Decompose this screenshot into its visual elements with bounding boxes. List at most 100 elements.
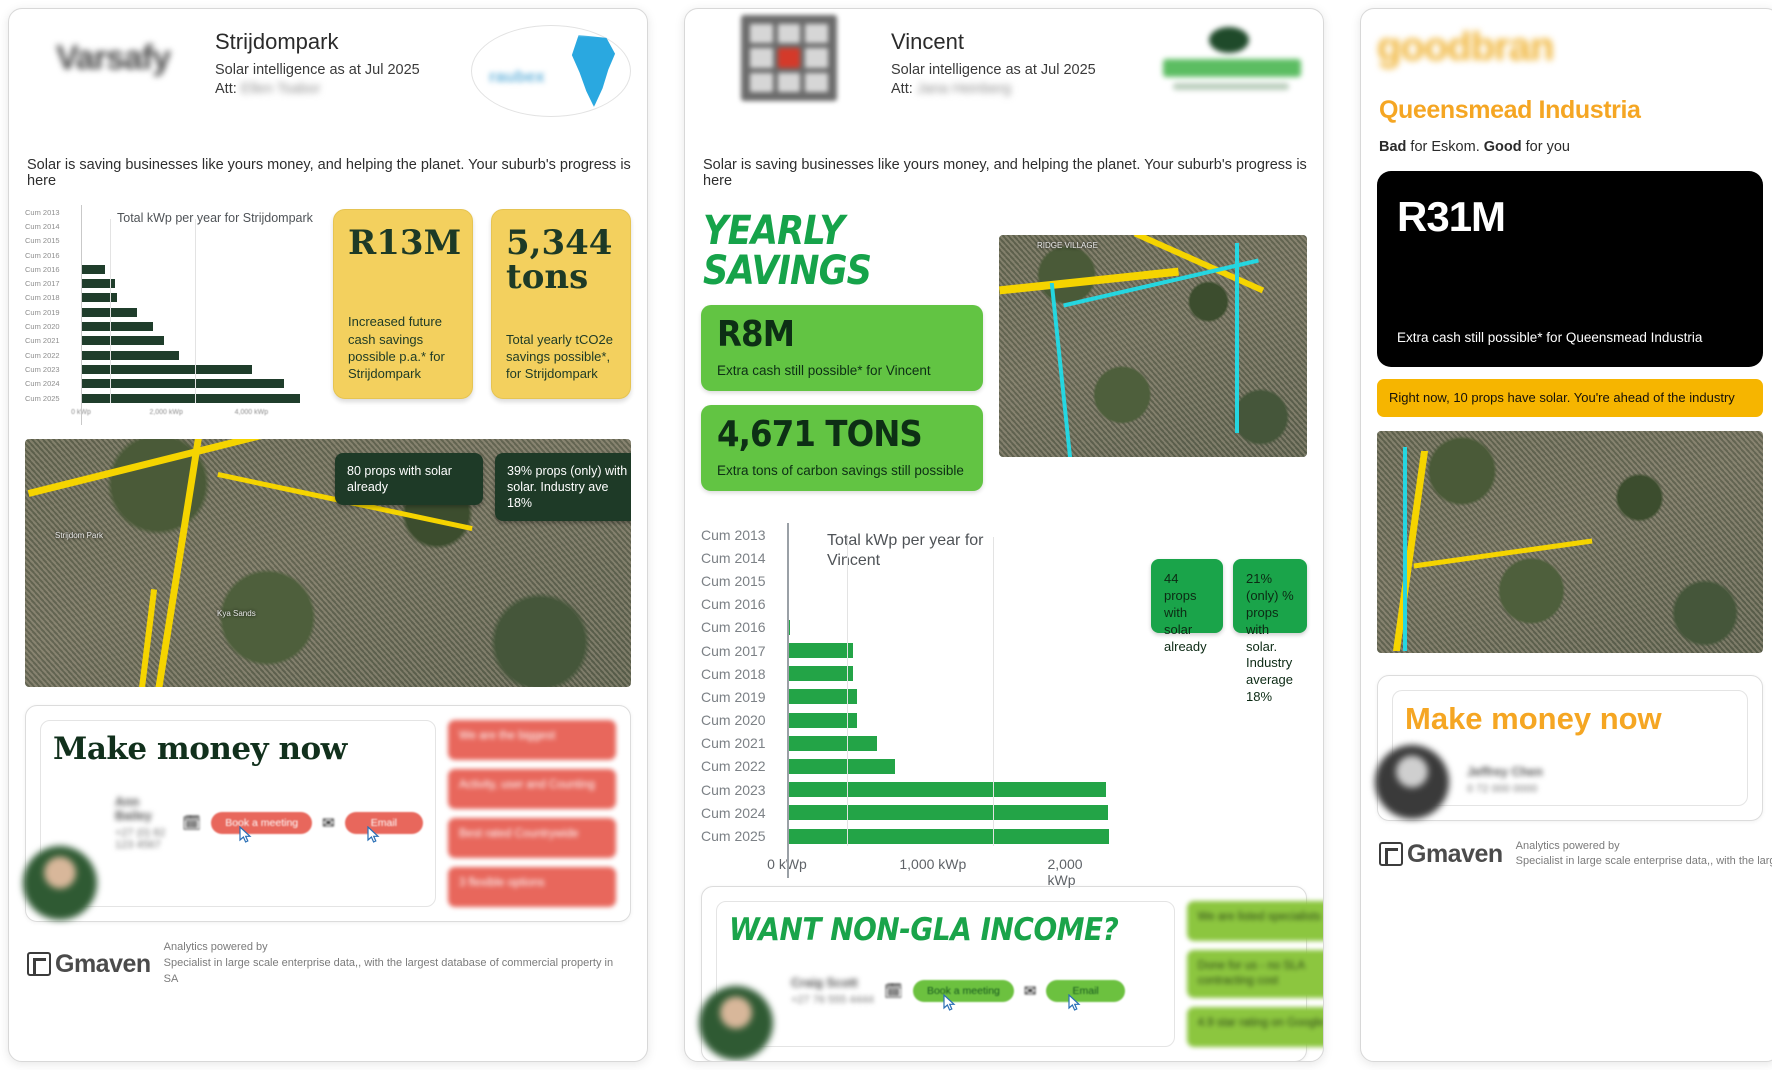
chart-bar xyxy=(787,828,1110,844)
stat-caption: Increased future cash savings possible p… xyxy=(348,314,445,381)
brand-logo-text: goodbr xyxy=(1377,25,1510,69)
chart-bar xyxy=(787,666,854,682)
chart-bar xyxy=(787,712,857,728)
chart-row: Cum 2017 xyxy=(701,639,1141,662)
email-button[interactable]: Email xyxy=(1046,979,1125,1002)
cta-chip[interactable]: Best rated Countrywide xyxy=(448,818,616,859)
page-title: Vincent xyxy=(891,29,964,54)
cta-chip[interactable]: Activity, user and Counting xyxy=(448,769,616,810)
card-header: Varsafy Strijdompark Solar intelligence … xyxy=(25,25,631,133)
cta-chip[interactable]: We are listed specialists xyxy=(1186,900,1323,941)
chart-bar-area xyxy=(81,262,323,276)
email-button[interactable]: Email xyxy=(344,812,423,835)
cta-panel: Make money now Ann Bailey +27 (0) 82 123… xyxy=(23,705,631,923)
stat-value: 4,671 TONS xyxy=(717,414,923,455)
chart-bar-area xyxy=(81,234,323,248)
chart-bar-area xyxy=(787,709,1141,732)
cta-chip[interactable]: We are the biggest xyxy=(448,720,616,761)
chart-bar-area xyxy=(787,778,1141,801)
book-meeting-button[interactable]: Book a meeting xyxy=(211,812,313,835)
cta-contact-row: Craig Scott +27 76 555 4444 🗓 Book a mee… xyxy=(729,976,1162,1011)
chart-row: Cum 2021 xyxy=(25,334,323,348)
cta-chip[interactable]: Done for us - no SLA contracting cost xyxy=(1186,949,1323,998)
chart-bar xyxy=(787,735,878,751)
cursor-pointer-icon xyxy=(1068,993,1082,1011)
cursor-pointer-icon xyxy=(367,826,380,843)
chart-bar xyxy=(787,805,1108,821)
chart-x-axis: 0 kWp 1,000 kWp 2,000 kWp xyxy=(767,848,1141,888)
chart-x-axis: 0 kWp 2,000 kWp 4,000 kWp xyxy=(71,405,323,425)
chart-bar xyxy=(81,264,106,274)
cta-chip-list: We are listed specialists Done for us - … xyxy=(1186,900,1323,1047)
badge-props-with-solar: 44 props with solar already xyxy=(1151,559,1223,654)
chart-bar-area xyxy=(81,248,323,262)
brand-logo xyxy=(701,15,877,101)
chart-row: Cum 2020 xyxy=(25,319,323,333)
map-road xyxy=(155,439,202,688)
chart-bar-area xyxy=(787,685,1141,708)
suburb-map[interactable] xyxy=(1377,430,1763,653)
badge-industry-compare: 39% props (only) with solar. Industry av… xyxy=(495,453,631,522)
calendar-icon: 🗓 xyxy=(182,815,202,833)
calendar-icon: 🗓 xyxy=(883,982,903,1000)
map-label: Kya Sands xyxy=(217,609,256,619)
stat-value: 5,344 tons xyxy=(506,223,613,297)
gmaven-mark-icon xyxy=(1379,842,1403,867)
cta-chip[interactable]: 3 flexible options xyxy=(448,867,616,908)
client-logo-text: raubex xyxy=(489,67,545,86)
footer-text: Analytics powered by Specialist in large… xyxy=(1516,839,1772,871)
savings-left: YEARLY SAVINGS R8M Extra cash still poss… xyxy=(701,205,983,505)
chart-bar-area xyxy=(787,732,1141,755)
intro-text: Solar is saving businesses like yours mo… xyxy=(27,157,631,189)
cursor-pointer-icon xyxy=(943,993,956,1011)
footer-text: Analytics powered by Specialist in large… xyxy=(164,940,629,988)
map-route xyxy=(1049,283,1073,457)
stat-card-cash: R13M Increased future cash savings possi… xyxy=(333,209,473,399)
chart-row-label: Cum 2021 xyxy=(701,735,766,752)
client-logo: raubex xyxy=(471,25,631,117)
stat-card-carbon: 5,344 tons Total yearly tCO2e savings po… xyxy=(491,209,631,399)
chart-bar-area xyxy=(81,348,323,362)
header-text: Strijdompark Solar intelligence as at Ju… xyxy=(215,25,457,97)
chart-bar xyxy=(81,322,153,332)
chart-x-tick: 4,000 kWp xyxy=(234,409,269,417)
chart-row: Cum 2017 xyxy=(25,276,323,290)
chart-rows: Cum 2013 Cum 2014 Cum 2015 Cum 2016 Cum 2016… xyxy=(701,523,1141,848)
savings-block: YEARLY SAVINGS R8M Extra cash still poss… xyxy=(701,205,1307,505)
subtitle-mid: for Eskom. xyxy=(1406,139,1484,155)
gmaven-wordmark: Gmaven xyxy=(1407,839,1503,868)
contact-phone: +27 (0) 82 123 4567 xyxy=(115,827,166,852)
report-card-vincent: Vincent Solar intelligence as at Jul 202… xyxy=(684,8,1324,1062)
chart-row: Cum 2016 xyxy=(701,593,1141,616)
suburb-map[interactable]: RIDGE VILLAGE xyxy=(999,235,1307,457)
cta-main: Make money now Jeffrey Chen 0 72 000 000… xyxy=(1375,689,1748,819)
footer-line-2: Specialist in large scale enterprise dat… xyxy=(1515,855,1772,868)
footer: Gmaven Analytics powered by Specialist i… xyxy=(25,934,631,998)
industry-note: Right now, 10 props have solar. You're a… xyxy=(1377,379,1763,417)
chart-bar-area xyxy=(787,824,1141,847)
contact-phone: 0 72 000 0000 xyxy=(1467,782,1538,795)
chart-row-label: Cum 2025 xyxy=(25,393,60,403)
chart-bar xyxy=(81,364,252,374)
stat-caption: Total yearly tCO2e savings possible*, fo… xyxy=(506,331,613,381)
intro-text: Solar is saving businesses like yours mo… xyxy=(703,157,1307,189)
chart-bar-area xyxy=(81,276,323,290)
stat-value: R8M xyxy=(717,314,795,355)
book-meeting-button[interactable]: Book a meeting xyxy=(912,979,1014,1002)
badge-industry-compare: 21% (only) % props with solar. Industry … xyxy=(1233,559,1307,704)
map-route xyxy=(1235,243,1239,433)
header-attention: Att: Jana Heinberg xyxy=(891,81,1143,97)
header-subtitle: Solar intelligence as at Jul 2025 xyxy=(891,62,1096,79)
chart-and-badges: Total kWp per year for Vincent Cum 2013 C… xyxy=(701,523,1307,888)
att-label: Att: xyxy=(215,81,237,98)
chart-row: Cum 2020 xyxy=(701,709,1141,732)
suburb-map[interactable]: Strijdom Park Kya Sands 80 props with so… xyxy=(25,439,631,688)
subtitle: Bad for Eskom. Good for you xyxy=(1379,139,1763,155)
chart-bar-area xyxy=(81,205,323,219)
chart-x-tick: 1,000 kWp xyxy=(899,855,967,872)
chart-row-label: Cum 2019 xyxy=(25,307,60,317)
cta-chip[interactable]: 4.9 star rating on Google xyxy=(1186,1006,1323,1047)
chart-bar-area xyxy=(81,291,323,305)
chart-row-label: Cum 2022 xyxy=(701,758,766,775)
chart-row-label: Cum 2020 xyxy=(25,322,60,332)
